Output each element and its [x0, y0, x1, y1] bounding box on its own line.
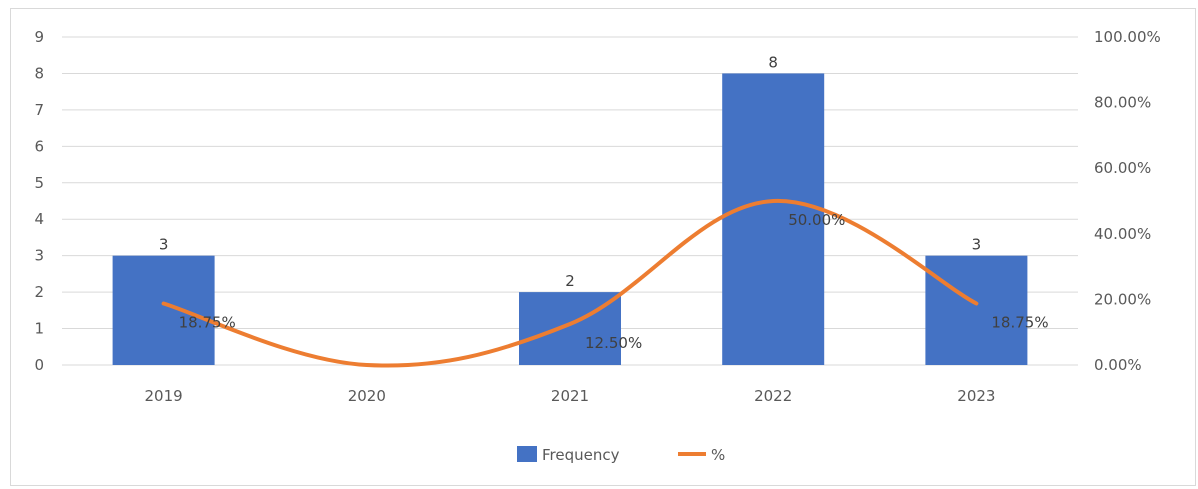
left-axis-tick-label: 9	[34, 28, 44, 46]
bar-data-labels: 3 2 8 3	[159, 53, 981, 290]
percent-line	[161, 198, 979, 368]
right-axis-tick-label: 100.00%	[1094, 28, 1161, 46]
line-data-labels: 18.75% 12.50% 50.00% 18.75%	[179, 211, 1049, 352]
legend: Frequency %	[517, 446, 725, 464]
bar-data-label: 3	[972, 236, 982, 254]
line-data-label: 50.00%	[788, 211, 845, 229]
legend-label-frequency: Frequency	[542, 446, 620, 464]
left-axis-tick-label: 1	[34, 320, 44, 338]
left-axis-tick-label: 4	[34, 210, 44, 228]
right-axis-tick-label: 20.00%	[1094, 290, 1151, 308]
category-tick-label: 2021	[551, 387, 589, 405]
category-tick-label: 2019	[145, 387, 183, 405]
category-tick-label: 2023	[957, 387, 995, 405]
category-tick-label: 2022	[754, 387, 792, 405]
bar-data-label: 8	[768, 53, 778, 71]
category-tick-label: 2020	[348, 387, 386, 405]
bar	[722, 73, 825, 365]
right-axis-ticks: 0.00% 20.00% 40.00% 60.00% 80.00% 100.00%	[1094, 28, 1161, 374]
legend-label-percent: %	[711, 446, 725, 464]
line-data-label: 18.75%	[991, 314, 1048, 332]
bar-data-label: 2	[565, 272, 575, 290]
legend-swatch-frequency	[517, 446, 537, 462]
right-axis-tick-label: 80.00%	[1094, 94, 1151, 112]
bar	[925, 255, 1028, 365]
left-axis-tick-label: 7	[34, 101, 44, 119]
line-data-label: 12.50%	[585, 334, 642, 352]
right-axis-tick-label: 40.00%	[1094, 225, 1151, 243]
bar	[112, 255, 215, 365]
left-axis-tick-label: 6	[34, 137, 44, 155]
left-axis-tick-label: 8	[34, 64, 44, 82]
chart-frame	[10, 8, 1196, 486]
left-axis-ticks: 0 1 2 3 4 5 6 7 8 9	[34, 28, 44, 374]
left-axis-tick-label: 0	[34, 356, 44, 374]
category-axis-ticks: 2019 2020 2021 2022 2023	[145, 387, 996, 405]
right-axis-tick-label: 60.00%	[1094, 159, 1151, 177]
line-series	[161, 198, 979, 368]
bar-data-label: 3	[159, 236, 169, 254]
bar-series	[112, 73, 1028, 365]
right-axis-tick-label: 0.00%	[1094, 356, 1142, 374]
line-data-label: 18.75%	[179, 314, 236, 332]
left-axis-tick-label: 2	[34, 283, 44, 301]
left-axis-tick-label: 5	[34, 174, 44, 192]
left-axis-tick-label: 3	[34, 247, 44, 265]
